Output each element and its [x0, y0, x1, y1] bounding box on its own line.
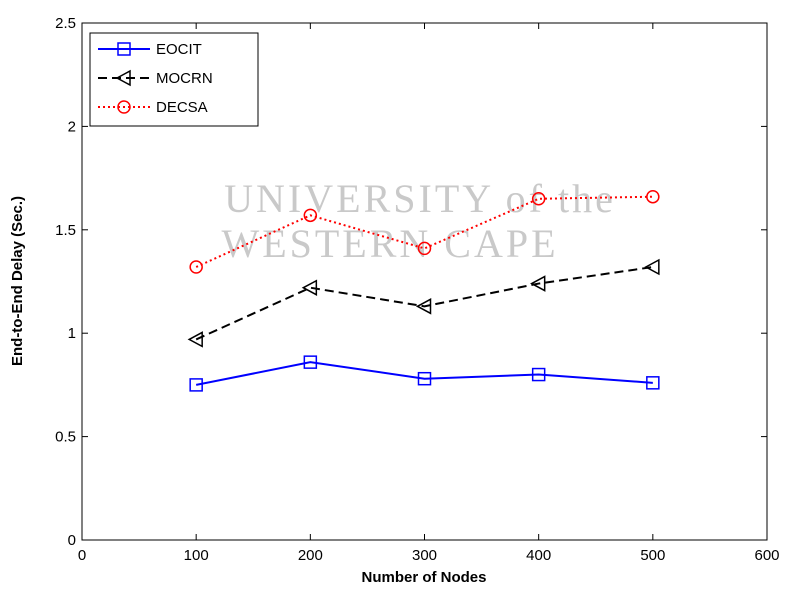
legend-label: MOCRN	[156, 70, 213, 87]
y-tick-label: 0	[68, 532, 76, 549]
x-tick-label: 100	[184, 547, 209, 564]
data-point	[187, 331, 203, 348]
y-tick-label: 2.5	[55, 15, 76, 32]
y-axis-title: End-to-End Delay (Sec.)	[9, 196, 26, 366]
y-tick-label: 2	[68, 118, 76, 135]
legend-marker	[115, 69, 131, 87]
legend-marker	[117, 42, 131, 56]
legend-marker	[117, 100, 131, 114]
y-tick-label: 1	[68, 325, 76, 342]
data-point	[646, 189, 660, 204]
x-tick-label: 600	[754, 547, 779, 564]
series-line	[195, 266, 653, 341]
legend-label: EOCIT	[156, 41, 202, 58]
data-point	[417, 371, 432, 386]
data-point	[303, 355, 318, 369]
data-point	[530, 275, 546, 292]
data-point	[301, 279, 318, 296]
series-line	[195, 195, 653, 268]
data-point	[531, 192, 546, 206]
data-point	[189, 260, 203, 274]
data-point	[646, 376, 660, 390]
x-tick-label: 300	[412, 547, 437, 564]
data-point	[417, 241, 432, 256]
watermark: WESTERN CAPE	[221, 221, 558, 266]
data-point	[303, 208, 318, 223]
x-axis-title: Number of Nodes	[361, 569, 486, 586]
y-tick-label: 0.5	[55, 429, 76, 446]
legend-label: DECSA	[156, 99, 208, 116]
watermark: UNIVERSITY of the	[224, 176, 616, 221]
data-point	[189, 378, 203, 392]
series-line	[195, 361, 653, 386]
data-point	[644, 258, 660, 276]
x-tick-label: 0	[78, 547, 86, 564]
x-tick-label: 400	[526, 547, 551, 564]
data-point	[415, 298, 432, 315]
data-point	[531, 367, 546, 382]
y-tick-label: 1.5	[55, 222, 76, 239]
x-tick-label: 200	[298, 547, 323, 564]
x-tick-label: 500	[640, 547, 665, 564]
